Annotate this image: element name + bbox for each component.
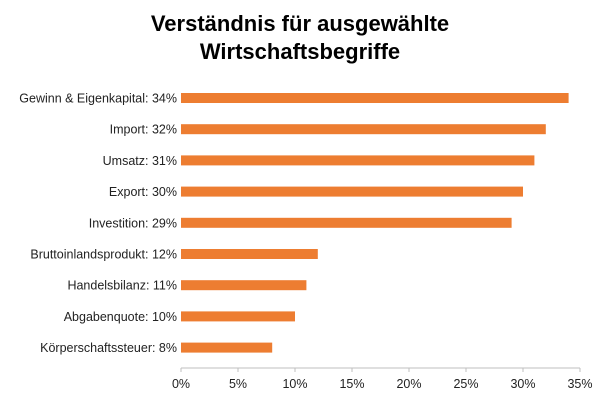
- x-axis: 0% 5% 10% 15% 20% 25% 30% 35%: [172, 367, 593, 391]
- bars-layer: [181, 93, 569, 353]
- category-label-0: Gewinn & Eigenkapital: 34%: [19, 92, 177, 106]
- category-label-1: Import: 32%: [110, 123, 177, 137]
- category-label-2: Umsatz: 31%: [103, 154, 177, 168]
- bar-0: [181, 93, 569, 103]
- category-labels: Gewinn & Eigenkapital: 34% Import: 32% Ums…: [19, 92, 177, 356]
- chart-title-line-1: Verständnis für ausgewählte: [150, 11, 450, 36]
- bar-8: [181, 342, 273, 353]
- chart-title: Verständnis für ausgewählte Wirtschaftsb…: [0, 10, 600, 66]
- category-label-6: Handelsbilanz: 11%: [67, 279, 177, 293]
- x-tick-label-0: 0%: [172, 377, 190, 391]
- bar-2: [181, 155, 535, 166]
- chart-title-line-2: Wirtschaftsbegriffe: [199, 39, 401, 64]
- bar-1: [181, 124, 546, 135]
- category-label-5: Bruttoinlandsprodukt: 12%: [30, 248, 177, 262]
- bar-5: [181, 249, 318, 259]
- category-label-3: Export: 30%: [109, 185, 177, 199]
- bar-7: [181, 311, 295, 322]
- category-label-7: Abgabenquote: 10%: [64, 310, 177, 324]
- bar-4: [181, 217, 512, 228]
- x-tick-label-5: 25%: [453, 377, 478, 391]
- x-tick-label-4: 20%: [396, 377, 421, 391]
- x-tick-label-7: 35%: [567, 377, 592, 391]
- x-tick-label-1: 5%: [229, 377, 247, 391]
- bar-6: [181, 280, 307, 291]
- x-tick-label-2: 10%: [282, 377, 307, 391]
- category-label-8: Körperschaftssteuer: 8%: [40, 341, 177, 355]
- x-tick-label-3: 15%: [339, 377, 364, 391]
- category-label-4: Investition: 29%: [89, 216, 177, 230]
- x-tick-label-6: 30%: [510, 377, 535, 391]
- bar-3: [181, 186, 523, 197]
